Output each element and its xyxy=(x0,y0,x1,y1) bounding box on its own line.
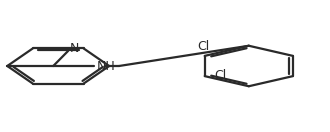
Text: Cl: Cl xyxy=(197,40,209,53)
Text: N: N xyxy=(70,42,80,55)
Text: Cl: Cl xyxy=(214,69,226,82)
Text: NH: NH xyxy=(97,60,116,72)
